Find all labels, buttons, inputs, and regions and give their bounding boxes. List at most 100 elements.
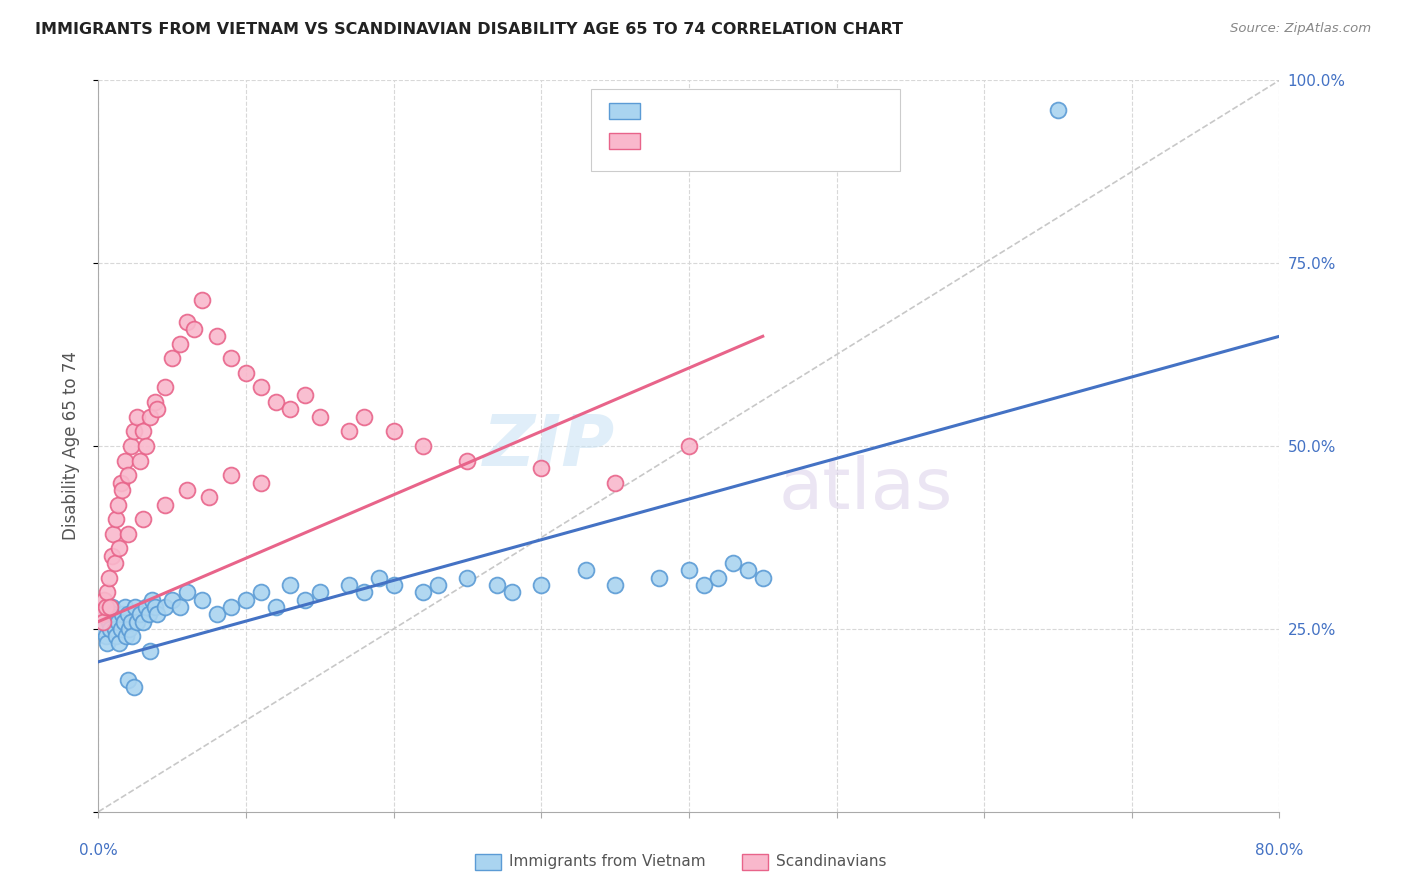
Point xyxy=(162,351,183,366)
Point xyxy=(250,380,273,394)
Point xyxy=(93,607,115,622)
Point xyxy=(124,599,146,614)
Point xyxy=(221,351,243,366)
Point xyxy=(112,615,135,629)
Point xyxy=(250,585,273,599)
Point xyxy=(138,607,160,622)
Text: Source: ZipAtlas.com: Source: ZipAtlas.com xyxy=(1230,22,1371,36)
Point xyxy=(339,578,361,592)
Point xyxy=(169,336,191,351)
Point xyxy=(235,366,257,380)
Point xyxy=(339,425,361,439)
Point xyxy=(111,607,134,622)
Point xyxy=(111,483,134,497)
Text: 67: 67 xyxy=(782,103,804,118)
Point xyxy=(114,599,136,614)
Point xyxy=(117,526,139,541)
Point xyxy=(97,615,120,629)
Text: Scandinavians: Scandinavians xyxy=(776,855,887,869)
Point xyxy=(752,571,775,585)
Point xyxy=(100,599,122,614)
Text: 55: 55 xyxy=(782,134,804,148)
Point xyxy=(97,571,120,585)
Point xyxy=(104,556,127,570)
Point xyxy=(294,592,316,607)
Text: R =: R = xyxy=(648,134,683,148)
Point xyxy=(108,636,131,650)
Point xyxy=(412,585,434,599)
Point xyxy=(141,592,163,607)
Point xyxy=(183,322,205,336)
Point xyxy=(121,629,143,643)
Point xyxy=(280,578,302,592)
Point xyxy=(135,439,157,453)
Text: 0.556: 0.556 xyxy=(685,103,735,118)
Point xyxy=(146,607,169,622)
Point xyxy=(107,615,129,629)
Point xyxy=(221,599,243,614)
Text: 0.451: 0.451 xyxy=(685,134,735,148)
Point xyxy=(98,599,121,614)
Point xyxy=(382,425,405,439)
Point xyxy=(176,585,198,599)
Text: atlas: atlas xyxy=(779,456,953,524)
Point xyxy=(486,578,509,592)
Point xyxy=(412,439,434,453)
Point xyxy=(153,380,176,394)
Point xyxy=(235,592,257,607)
Point xyxy=(191,592,214,607)
Point xyxy=(162,592,183,607)
Text: IMMIGRANTS FROM VIETNAM VS SCANDINAVIAN DISABILITY AGE 65 TO 74 CORRELATION CHAR: IMMIGRANTS FROM VIETNAM VS SCANDINAVIAN … xyxy=(35,22,903,37)
Point xyxy=(114,453,136,467)
Point xyxy=(98,622,121,636)
Point xyxy=(153,498,176,512)
Point xyxy=(108,541,131,556)
Text: Immigrants from Vietnam: Immigrants from Vietnam xyxy=(509,855,706,869)
Point xyxy=(120,439,142,453)
Point xyxy=(501,585,523,599)
Point xyxy=(122,425,145,439)
Point xyxy=(368,571,391,585)
Point xyxy=(117,673,139,687)
Point xyxy=(707,571,730,585)
Point xyxy=(94,629,117,643)
Point xyxy=(176,483,198,497)
Point xyxy=(125,409,148,424)
Point xyxy=(103,526,125,541)
Point xyxy=(105,512,128,526)
Point xyxy=(135,599,157,614)
Point xyxy=(280,402,302,417)
Point xyxy=(107,498,129,512)
Point xyxy=(353,409,375,424)
Point xyxy=(648,571,671,585)
Point xyxy=(110,622,132,636)
Text: N =: N = xyxy=(747,103,783,118)
Text: 0.0%: 0.0% xyxy=(79,843,118,858)
Point xyxy=(221,468,243,483)
Point xyxy=(96,636,118,650)
Point xyxy=(353,585,375,599)
Point xyxy=(105,629,128,643)
Point xyxy=(198,490,221,504)
Point xyxy=(115,629,138,643)
Point xyxy=(110,475,132,490)
Point xyxy=(427,578,450,592)
Point xyxy=(120,615,142,629)
Point xyxy=(104,622,127,636)
Point xyxy=(191,293,214,307)
Point xyxy=(132,615,155,629)
Point xyxy=(530,578,553,592)
Point xyxy=(457,453,479,467)
Point xyxy=(125,615,148,629)
Point xyxy=(132,512,155,526)
Point xyxy=(264,599,287,614)
Point xyxy=(117,468,139,483)
Point xyxy=(1047,103,1070,117)
Text: R =: R = xyxy=(648,103,683,118)
Point xyxy=(693,578,716,592)
Point xyxy=(309,409,332,424)
Point xyxy=(100,549,122,563)
Point xyxy=(457,571,479,585)
Point xyxy=(94,599,117,614)
Point xyxy=(117,607,139,622)
